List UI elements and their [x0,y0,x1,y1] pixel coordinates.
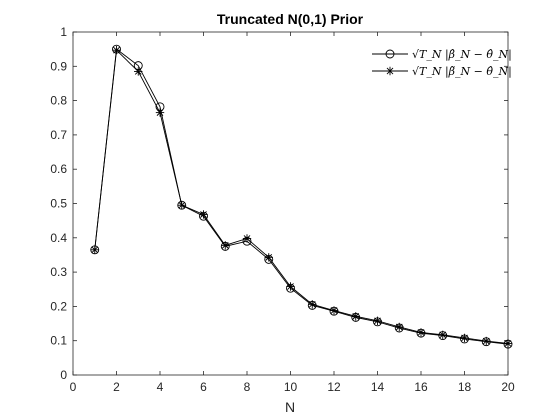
legend-label: √T_N |β̂_N − θ̂_N| [412,48,512,62]
legend-asterisk-marker [385,66,395,76]
y-tick-label: 0.8 [50,94,67,108]
series-2-point [373,316,382,326]
series-2-point [416,328,426,337]
x-tick-label: 20 [501,380,515,394]
series-2-point [329,306,339,315]
series-2-point [112,45,121,55]
series-2-point [482,336,491,346]
x-tick-label: 2 [113,380,120,394]
series-2-point [155,108,165,117]
x-tick-label: 8 [244,380,251,394]
series-2-point [503,339,513,348]
legend-label: √T_N |β̃_N − θ̂_N| [412,65,512,79]
series-2-point [308,300,317,309]
y-tick-label: 0.9 [50,59,67,73]
y-tick-label: 0.4 [50,231,67,245]
y-tick-label: 0.5 [50,197,67,211]
x-tick-label: 4 [157,380,164,394]
x-tick-label: 12 [327,380,341,394]
series-2-point [134,67,143,76]
x-tick-label: 0 [70,380,77,394]
legend-box [368,42,502,82]
y-tick-label: 0.1 [50,334,67,348]
y-tick-label: 0.6 [50,162,67,176]
plot-area: 0 2 4 6 8 10 12 14 16 18 20 0 0.1 0.2 0.3 0.4 0.5 0.6 0.7 0… [50,25,515,394]
x-tick-label: 16 [414,380,428,394]
y-tick-label: 1 [60,25,67,39]
x-tick-label: 6 [200,380,207,394]
y-tick-label: 0 [60,368,67,382]
x-tick-label: 14 [371,380,385,394]
series-2-point [286,282,295,291]
series-2-point [242,234,252,243]
series-2-point [351,312,360,321]
series-2-point [221,241,230,250]
axes-box [72,31,509,376]
series-2-point [177,201,186,210]
y-tick-label: 0.2 [50,299,67,313]
series-2-point [199,210,208,219]
legend-circle-marker [385,49,395,59]
x-tick-label: 18 [458,380,472,394]
x-tick-label: 10 [284,380,298,394]
series-2-point [395,322,404,332]
y-tick-label: 0.3 [50,265,67,279]
y-tick-label: 0.7 [50,128,67,142]
legend: √T_N |β̂_N − θ̂_N| √T_N |β̃_N − θ̂_N| [368,42,512,82]
series-2-point [264,253,273,262]
series-2-point [90,245,99,255]
series-2-point [438,330,447,340]
chart-title: Truncated N(0,1) Prior [217,11,364,27]
series-2-point [460,333,469,343]
x-axis-label: N [285,399,295,415]
